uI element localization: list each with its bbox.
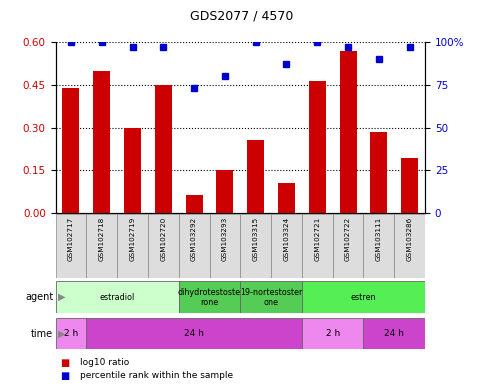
Text: GSM102721: GSM102721: [314, 217, 320, 262]
Bar: [302, 318, 364, 349]
Bar: [86, 318, 302, 349]
Text: GSM103292: GSM103292: [191, 217, 197, 262]
Text: ■: ■: [60, 358, 70, 368]
Text: log10 ratio: log10 ratio: [80, 358, 129, 367]
Bar: [124, 127, 141, 213]
Text: 24 h: 24 h: [384, 329, 404, 338]
Text: 24 h: 24 h: [184, 329, 204, 338]
Bar: [302, 281, 425, 313]
Bar: [340, 51, 356, 213]
Bar: [86, 214, 117, 278]
Bar: [56, 318, 86, 349]
Bar: [155, 85, 172, 213]
Bar: [241, 281, 302, 313]
Bar: [185, 195, 202, 213]
Bar: [241, 214, 271, 278]
Text: 2 h: 2 h: [64, 329, 78, 338]
Text: GSM103111: GSM103111: [376, 217, 382, 262]
Text: GSM103315: GSM103315: [253, 217, 259, 262]
Text: percentile rank within the sample: percentile rank within the sample: [80, 371, 233, 380]
Text: GSM103324: GSM103324: [284, 217, 289, 262]
Text: ▶: ▶: [58, 329, 66, 339]
Text: GSM103286: GSM103286: [407, 217, 412, 262]
Text: agent: agent: [25, 292, 53, 302]
Text: GDS2077 / 4570: GDS2077 / 4570: [190, 10, 293, 23]
Bar: [210, 214, 240, 278]
Bar: [364, 318, 425, 349]
Text: GSM103293: GSM103293: [222, 217, 228, 262]
Text: GSM102720: GSM102720: [160, 217, 166, 262]
Bar: [271, 214, 302, 278]
Text: ■: ■: [60, 371, 70, 381]
Bar: [302, 214, 333, 278]
Bar: [117, 214, 148, 278]
Bar: [333, 214, 364, 278]
Bar: [179, 281, 240, 313]
Bar: [309, 81, 326, 213]
Text: ▶: ▶: [58, 292, 66, 302]
Text: dihydrotestoste
rone: dihydrotestoste rone: [178, 288, 241, 307]
Bar: [56, 281, 179, 313]
Bar: [62, 88, 79, 213]
Bar: [148, 214, 179, 278]
Bar: [401, 157, 418, 213]
Text: GSM102717: GSM102717: [68, 217, 74, 262]
Text: 19-nortestoster
one: 19-nortestoster one: [240, 288, 302, 307]
Text: 2 h: 2 h: [326, 329, 340, 338]
Text: time: time: [31, 329, 53, 339]
Bar: [179, 214, 210, 278]
Bar: [56, 214, 86, 278]
Bar: [370, 132, 387, 213]
Bar: [364, 214, 394, 278]
Text: GSM102718: GSM102718: [99, 217, 105, 262]
Bar: [394, 214, 425, 278]
Text: estradiol: estradiol: [99, 293, 135, 302]
Text: GSM102719: GSM102719: [129, 217, 136, 262]
Text: estren: estren: [351, 293, 376, 302]
Bar: [93, 71, 110, 213]
Text: GSM102722: GSM102722: [345, 217, 351, 262]
Bar: [247, 141, 264, 213]
Bar: [278, 183, 295, 213]
Bar: [216, 170, 233, 213]
